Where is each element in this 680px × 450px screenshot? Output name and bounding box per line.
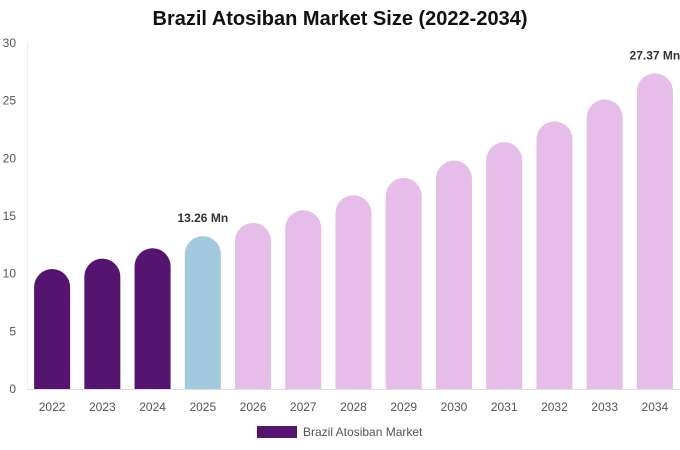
y-tick-label: 5 [9, 324, 16, 338]
x-tick-label: 2034 [642, 400, 669, 414]
x-tick-label: 2028 [340, 400, 367, 414]
bar [335, 195, 372, 389]
x-tick-label: 2024 [139, 400, 166, 414]
data-label: 13.26 Mn [177, 211, 228, 225]
bar [134, 248, 171, 389]
chart-title: Brazil Atosiban Market Size (2022-2034) [152, 8, 528, 30]
x-tick-label: 2025 [189, 400, 216, 414]
legend: Brazil Atosiban Market [257, 425, 422, 439]
bar [285, 210, 322, 389]
bar [435, 160, 472, 389]
x-tick-label: 2026 [240, 400, 267, 414]
x-tick-label: 2033 [591, 400, 618, 414]
x-tick-label: 2023 [89, 400, 116, 414]
bar [586, 99, 623, 389]
bar [536, 121, 573, 389]
y-tick-label: 20 [3, 151, 17, 165]
x-tick-label: 2030 [441, 400, 468, 414]
x-tick-label: 2022 [39, 400, 66, 414]
y-tick-label: 0 [9, 382, 16, 396]
bar [636, 73, 673, 389]
x-tick-label: 2029 [390, 400, 417, 414]
data-label: 27.37 Mn [630, 48, 680, 62]
x-tick-label: 2027 [290, 400, 317, 414]
legend-swatch [257, 426, 297, 438]
y-tick-label: 25 [3, 94, 17, 108]
bar [235, 222, 272, 389]
y-tick-label: 15 [3, 209, 17, 223]
bar [385, 177, 422, 389]
bar [84, 258, 121, 389]
x-tick-label: 2032 [541, 400, 568, 414]
x-tick-label: 2031 [491, 400, 518, 414]
legend-label: Brazil Atosiban Market [303, 425, 423, 439]
y-tick-label: 10 [3, 267, 17, 281]
bar [486, 142, 523, 389]
bar [184, 236, 221, 389]
bar [34, 269, 71, 389]
y-tick-label: 30 [3, 36, 17, 50]
